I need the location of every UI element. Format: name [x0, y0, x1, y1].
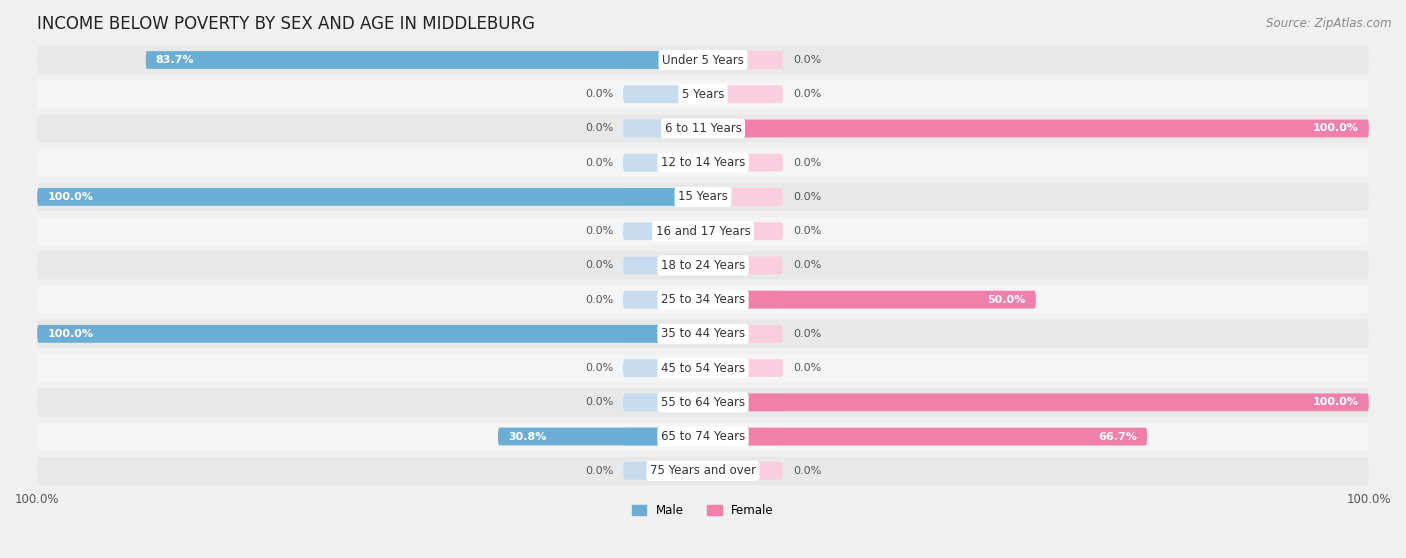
FancyBboxPatch shape: [37, 183, 1369, 211]
Text: 0.0%: 0.0%: [585, 158, 613, 168]
Text: 0.0%: 0.0%: [585, 89, 613, 99]
FancyBboxPatch shape: [623, 154, 703, 172]
Text: 66.7%: 66.7%: [1098, 431, 1137, 441]
Text: 0.0%: 0.0%: [793, 192, 821, 202]
FancyBboxPatch shape: [703, 427, 783, 445]
FancyBboxPatch shape: [37, 325, 703, 343]
Text: 55 to 64 Years: 55 to 64 Years: [661, 396, 745, 409]
FancyBboxPatch shape: [623, 325, 703, 343]
Text: 0.0%: 0.0%: [793, 261, 821, 271]
FancyBboxPatch shape: [703, 393, 1369, 411]
FancyBboxPatch shape: [703, 427, 1147, 445]
Text: 83.7%: 83.7%: [156, 55, 194, 65]
Text: 100.0%: 100.0%: [48, 192, 93, 202]
FancyBboxPatch shape: [37, 80, 1369, 108]
Text: Source: ZipAtlas.com: Source: ZipAtlas.com: [1267, 17, 1392, 30]
FancyBboxPatch shape: [498, 427, 703, 445]
FancyBboxPatch shape: [623, 462, 703, 480]
FancyBboxPatch shape: [703, 119, 783, 137]
Text: 0.0%: 0.0%: [585, 261, 613, 271]
Text: 50.0%: 50.0%: [987, 295, 1026, 305]
FancyBboxPatch shape: [37, 320, 1369, 348]
Text: 6 to 11 Years: 6 to 11 Years: [665, 122, 741, 135]
FancyBboxPatch shape: [703, 291, 783, 309]
FancyBboxPatch shape: [703, 154, 783, 172]
FancyBboxPatch shape: [703, 359, 783, 377]
FancyBboxPatch shape: [37, 286, 1369, 314]
FancyBboxPatch shape: [37, 457, 1369, 485]
Text: 65 to 74 Years: 65 to 74 Years: [661, 430, 745, 443]
Text: 0.0%: 0.0%: [793, 466, 821, 476]
Text: 0.0%: 0.0%: [585, 226, 613, 236]
Text: 100.0%: 100.0%: [1313, 123, 1358, 133]
FancyBboxPatch shape: [703, 393, 783, 411]
Text: 35 to 44 Years: 35 to 44 Years: [661, 328, 745, 340]
Text: 18 to 24 Years: 18 to 24 Years: [661, 259, 745, 272]
Text: 0.0%: 0.0%: [585, 123, 613, 133]
FancyBboxPatch shape: [703, 119, 1369, 137]
Text: 0.0%: 0.0%: [585, 363, 613, 373]
Text: INCOME BELOW POVERTY BY SEX AND AGE IN MIDDLEBURG: INCOME BELOW POVERTY BY SEX AND AGE IN M…: [37, 15, 536, 33]
FancyBboxPatch shape: [37, 114, 1369, 142]
Text: 5 Years: 5 Years: [682, 88, 724, 101]
FancyBboxPatch shape: [703, 462, 783, 480]
Text: Under 5 Years: Under 5 Years: [662, 54, 744, 66]
FancyBboxPatch shape: [37, 354, 1369, 382]
FancyBboxPatch shape: [623, 393, 703, 411]
Text: 0.0%: 0.0%: [585, 466, 613, 476]
FancyBboxPatch shape: [623, 51, 703, 69]
FancyBboxPatch shape: [623, 85, 703, 103]
FancyBboxPatch shape: [623, 257, 703, 275]
Text: 15 Years: 15 Years: [678, 190, 728, 204]
FancyBboxPatch shape: [37, 422, 1369, 451]
FancyBboxPatch shape: [703, 325, 783, 343]
FancyBboxPatch shape: [703, 222, 783, 240]
Text: 100.0%: 100.0%: [48, 329, 93, 339]
Text: 0.0%: 0.0%: [585, 397, 613, 407]
Text: 16 and 17 Years: 16 and 17 Years: [655, 225, 751, 238]
Text: 0.0%: 0.0%: [793, 55, 821, 65]
FancyBboxPatch shape: [623, 188, 703, 206]
FancyBboxPatch shape: [623, 222, 703, 240]
FancyBboxPatch shape: [623, 291, 703, 309]
FancyBboxPatch shape: [623, 427, 703, 445]
FancyBboxPatch shape: [146, 51, 703, 69]
Text: 0.0%: 0.0%: [793, 89, 821, 99]
FancyBboxPatch shape: [703, 257, 783, 275]
Text: 0.0%: 0.0%: [793, 329, 821, 339]
FancyBboxPatch shape: [37, 148, 1369, 177]
FancyBboxPatch shape: [37, 46, 1369, 74]
FancyBboxPatch shape: [703, 188, 783, 206]
Text: 0.0%: 0.0%: [585, 295, 613, 305]
Text: 100.0%: 100.0%: [1313, 397, 1358, 407]
Text: 75 Years and over: 75 Years and over: [650, 464, 756, 477]
FancyBboxPatch shape: [623, 119, 703, 137]
Text: 0.0%: 0.0%: [793, 226, 821, 236]
FancyBboxPatch shape: [37, 388, 1369, 416]
Text: 0.0%: 0.0%: [793, 363, 821, 373]
Text: 25 to 34 Years: 25 to 34 Years: [661, 293, 745, 306]
FancyBboxPatch shape: [37, 188, 703, 206]
FancyBboxPatch shape: [703, 51, 783, 69]
Text: 12 to 14 Years: 12 to 14 Years: [661, 156, 745, 169]
Legend: Male, Female: Male, Female: [627, 499, 779, 522]
Text: 0.0%: 0.0%: [793, 158, 821, 168]
FancyBboxPatch shape: [623, 359, 703, 377]
Text: 30.8%: 30.8%: [508, 431, 547, 441]
FancyBboxPatch shape: [37, 251, 1369, 280]
Text: 45 to 54 Years: 45 to 54 Years: [661, 362, 745, 374]
FancyBboxPatch shape: [703, 291, 1036, 309]
FancyBboxPatch shape: [37, 217, 1369, 245]
FancyBboxPatch shape: [703, 85, 783, 103]
